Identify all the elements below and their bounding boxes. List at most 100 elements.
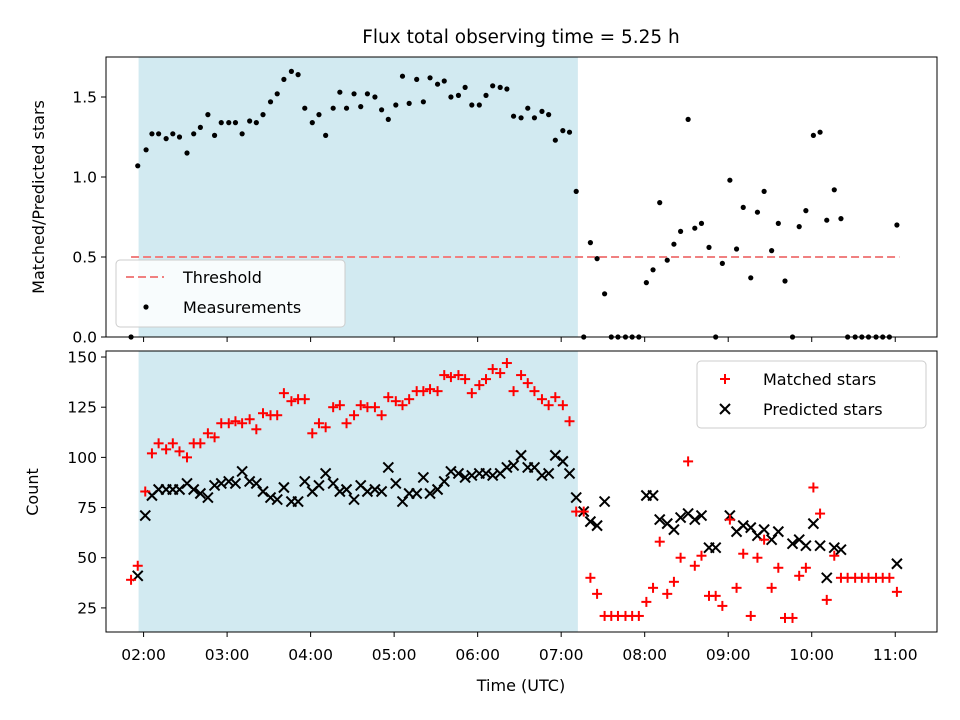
matched-stars-point bbox=[550, 392, 561, 403]
matched-stars-point bbox=[404, 394, 415, 405]
measurement-point bbox=[594, 256, 600, 262]
matched-stars-point bbox=[585, 572, 596, 583]
matched-stars-point bbox=[132, 560, 143, 571]
matched-stars-point bbox=[710, 590, 721, 601]
matched-stars-point bbox=[766, 582, 777, 593]
predicted-stars-point bbox=[557, 455, 569, 468]
predicted-stars-point bbox=[424, 487, 436, 500]
matched-stars-point bbox=[738, 548, 749, 559]
matched-stars-point bbox=[891, 586, 902, 597]
measurement-point bbox=[462, 84, 468, 90]
predicted-stars-point bbox=[807, 517, 820, 530]
matched-stars-point bbox=[349, 410, 360, 421]
predicted-stars-point bbox=[668, 523, 680, 536]
y-axis-label: Matched/Predicted stars bbox=[29, 100, 48, 294]
x-tick-label: 04:00 bbox=[288, 646, 333, 664]
matched-stars-point bbox=[272, 410, 283, 421]
measurement-point bbox=[441, 78, 447, 84]
matched-stars-point bbox=[808, 482, 819, 493]
x-tick-label: 06:00 bbox=[455, 646, 500, 664]
matched-stars-point bbox=[543, 400, 554, 411]
measurement-point bbox=[796, 224, 802, 230]
predicted-stars-point bbox=[223, 475, 235, 488]
measurement-point bbox=[316, 112, 322, 118]
measurement-point bbox=[754, 209, 761, 215]
measurement-point bbox=[650, 267, 656, 273]
predicted-stars-point bbox=[292, 495, 304, 508]
predicted-stars-point bbox=[570, 491, 582, 504]
matched-stars-point bbox=[633, 610, 644, 621]
y-axis-ticks: 0.0 0.5 1.0 1.5 bbox=[72, 89, 106, 347]
matched-stars-point bbox=[320, 422, 331, 433]
matched-stars-point bbox=[418, 386, 429, 397]
observing-window-shade bbox=[138, 351, 578, 632]
measurement-point bbox=[239, 131, 245, 137]
y-tick-label: 75 bbox=[77, 499, 97, 517]
predicted-stars-point bbox=[542, 467, 555, 480]
matched-stars-point bbox=[369, 402, 380, 413]
measurement-point bbox=[149, 131, 155, 137]
matched-stars-point bbox=[481, 374, 492, 385]
predicted-stars-point bbox=[173, 483, 186, 496]
measurement-point bbox=[135, 163, 141, 169]
measurement-point bbox=[698, 220, 705, 226]
legend-box bbox=[115, 259, 346, 328]
measurement-point bbox=[170, 131, 176, 137]
plot-frame bbox=[105, 56, 938, 338]
measurement-point bbox=[510, 113, 517, 119]
predicted-stars-point bbox=[243, 475, 256, 488]
measurement-point bbox=[351, 91, 357, 97]
matched-stars-point bbox=[313, 418, 324, 429]
legend-box bbox=[696, 360, 927, 429]
predicted-stars-point bbox=[139, 509, 151, 522]
measurement-point bbox=[817, 129, 823, 135]
matched-stars-point bbox=[821, 594, 832, 605]
matched-stars-point bbox=[522, 378, 533, 389]
predicted-stars-point bbox=[390, 477, 402, 490]
predicted-stars-point bbox=[340, 483, 353, 496]
predicted-stars-point bbox=[563, 467, 576, 480]
matched-stars-point bbox=[745, 610, 756, 621]
predicted-stars-point bbox=[348, 493, 360, 506]
measurement-point bbox=[831, 187, 837, 193]
measurement-point bbox=[539, 108, 545, 114]
predicted-stars-point bbox=[828, 541, 840, 554]
measurement-point bbox=[379, 107, 385, 113]
predicted-stars-point bbox=[202, 491, 214, 504]
matched-stars-point bbox=[495, 368, 506, 379]
predicted-stars-point bbox=[194, 487, 207, 500]
x-axis-ticks: 02:00 03:00 04:00 05:00 06:00 07:00 08:00 09:00… bbox=[121, 632, 918, 664]
predicted-stars-point bbox=[319, 467, 332, 480]
matched-stars-point bbox=[578, 506, 589, 517]
measurement-point bbox=[483, 92, 489, 98]
matched-stars-point bbox=[474, 380, 485, 391]
y-tick-label: 1.0 bbox=[72, 169, 97, 187]
predicted-stars-point bbox=[369, 483, 381, 496]
x-axis-ticks bbox=[143, 337, 896, 342]
matched-stars-point bbox=[731, 582, 742, 593]
predicted-stars-point bbox=[536, 469, 548, 482]
predicted-stars-point bbox=[229, 477, 242, 490]
matched-stars-point bbox=[696, 550, 707, 561]
matched-stars-point bbox=[516, 370, 527, 381]
y-axis-ticks: 25 50 75 100 125 150 bbox=[67, 349, 106, 617]
matched-stars-point bbox=[668, 576, 679, 587]
matched-stars-point bbox=[251, 424, 262, 435]
measurement-point bbox=[163, 136, 169, 142]
measurement-point bbox=[546, 112, 552, 118]
measurement-point bbox=[706, 244, 712, 250]
predicted-stars-point bbox=[334, 485, 346, 498]
matched-stars-point bbox=[182, 452, 193, 463]
measurement-point bbox=[267, 99, 274, 105]
predicted-stars-point bbox=[187, 483, 200, 496]
matched-stars-point bbox=[126, 574, 137, 585]
measurement-point bbox=[399, 73, 406, 79]
matched-stars-point bbox=[759, 534, 770, 545]
matched-stars-point bbox=[445, 372, 456, 383]
predicted-stars-point bbox=[382, 461, 394, 474]
y-tick-label: 100 bbox=[67, 449, 97, 467]
y-tick-label: 1.5 bbox=[72, 89, 97, 107]
measurement-point bbox=[775, 220, 781, 226]
predicted-stars-point bbox=[438, 475, 450, 488]
measurement-point bbox=[253, 120, 259, 126]
